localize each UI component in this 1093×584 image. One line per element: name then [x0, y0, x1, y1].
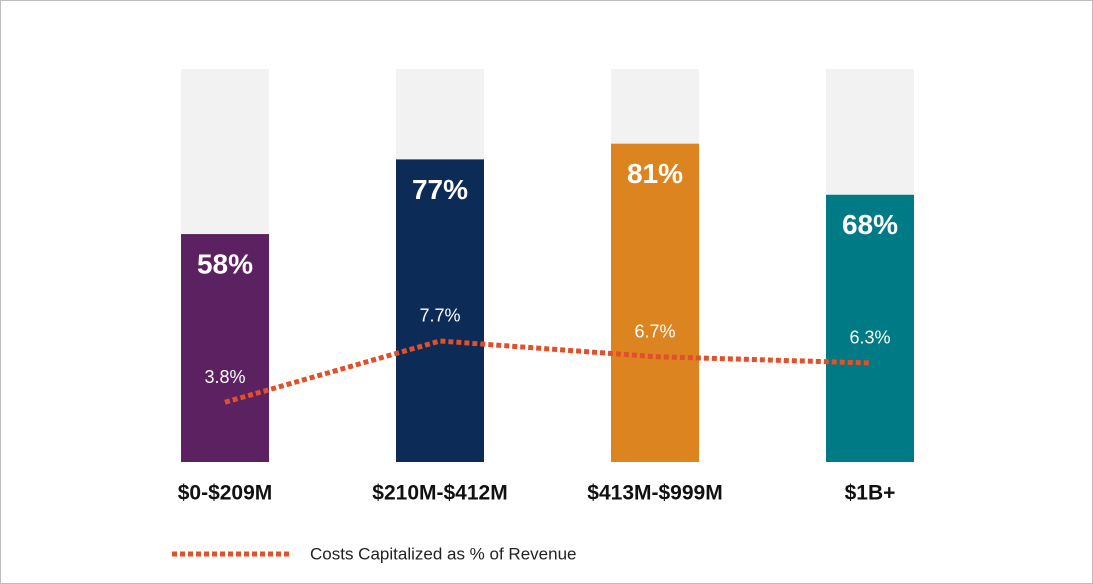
line-value-label: 6.3% [849, 328, 890, 348]
bar-value-label: 81% [627, 158, 683, 189]
x-tick-label: $210M-$412M [372, 482, 507, 505]
bar [611, 143, 699, 463]
legend-label: Costs Capitalized as % of Revenue [310, 544, 576, 563]
line-value-label: 6.7% [634, 321, 675, 341]
x-tick-label: $0-$209M [178, 482, 273, 505]
bar [181, 234, 269, 462]
x-tick-label: $413M-$999M [587, 482, 722, 505]
line-value-label: 7.7% [419, 306, 460, 326]
x-tick-label: $1B+ [845, 482, 896, 505]
line-series [224, 338, 871, 405]
bar-value-label: 68% [842, 209, 898, 240]
bar-value-label: 58% [197, 248, 253, 279]
line-value-label: 3.8% [204, 367, 245, 387]
bar [396, 159, 484, 462]
bar [826, 194, 914, 462]
bar-value-label: 77% [412, 174, 468, 205]
